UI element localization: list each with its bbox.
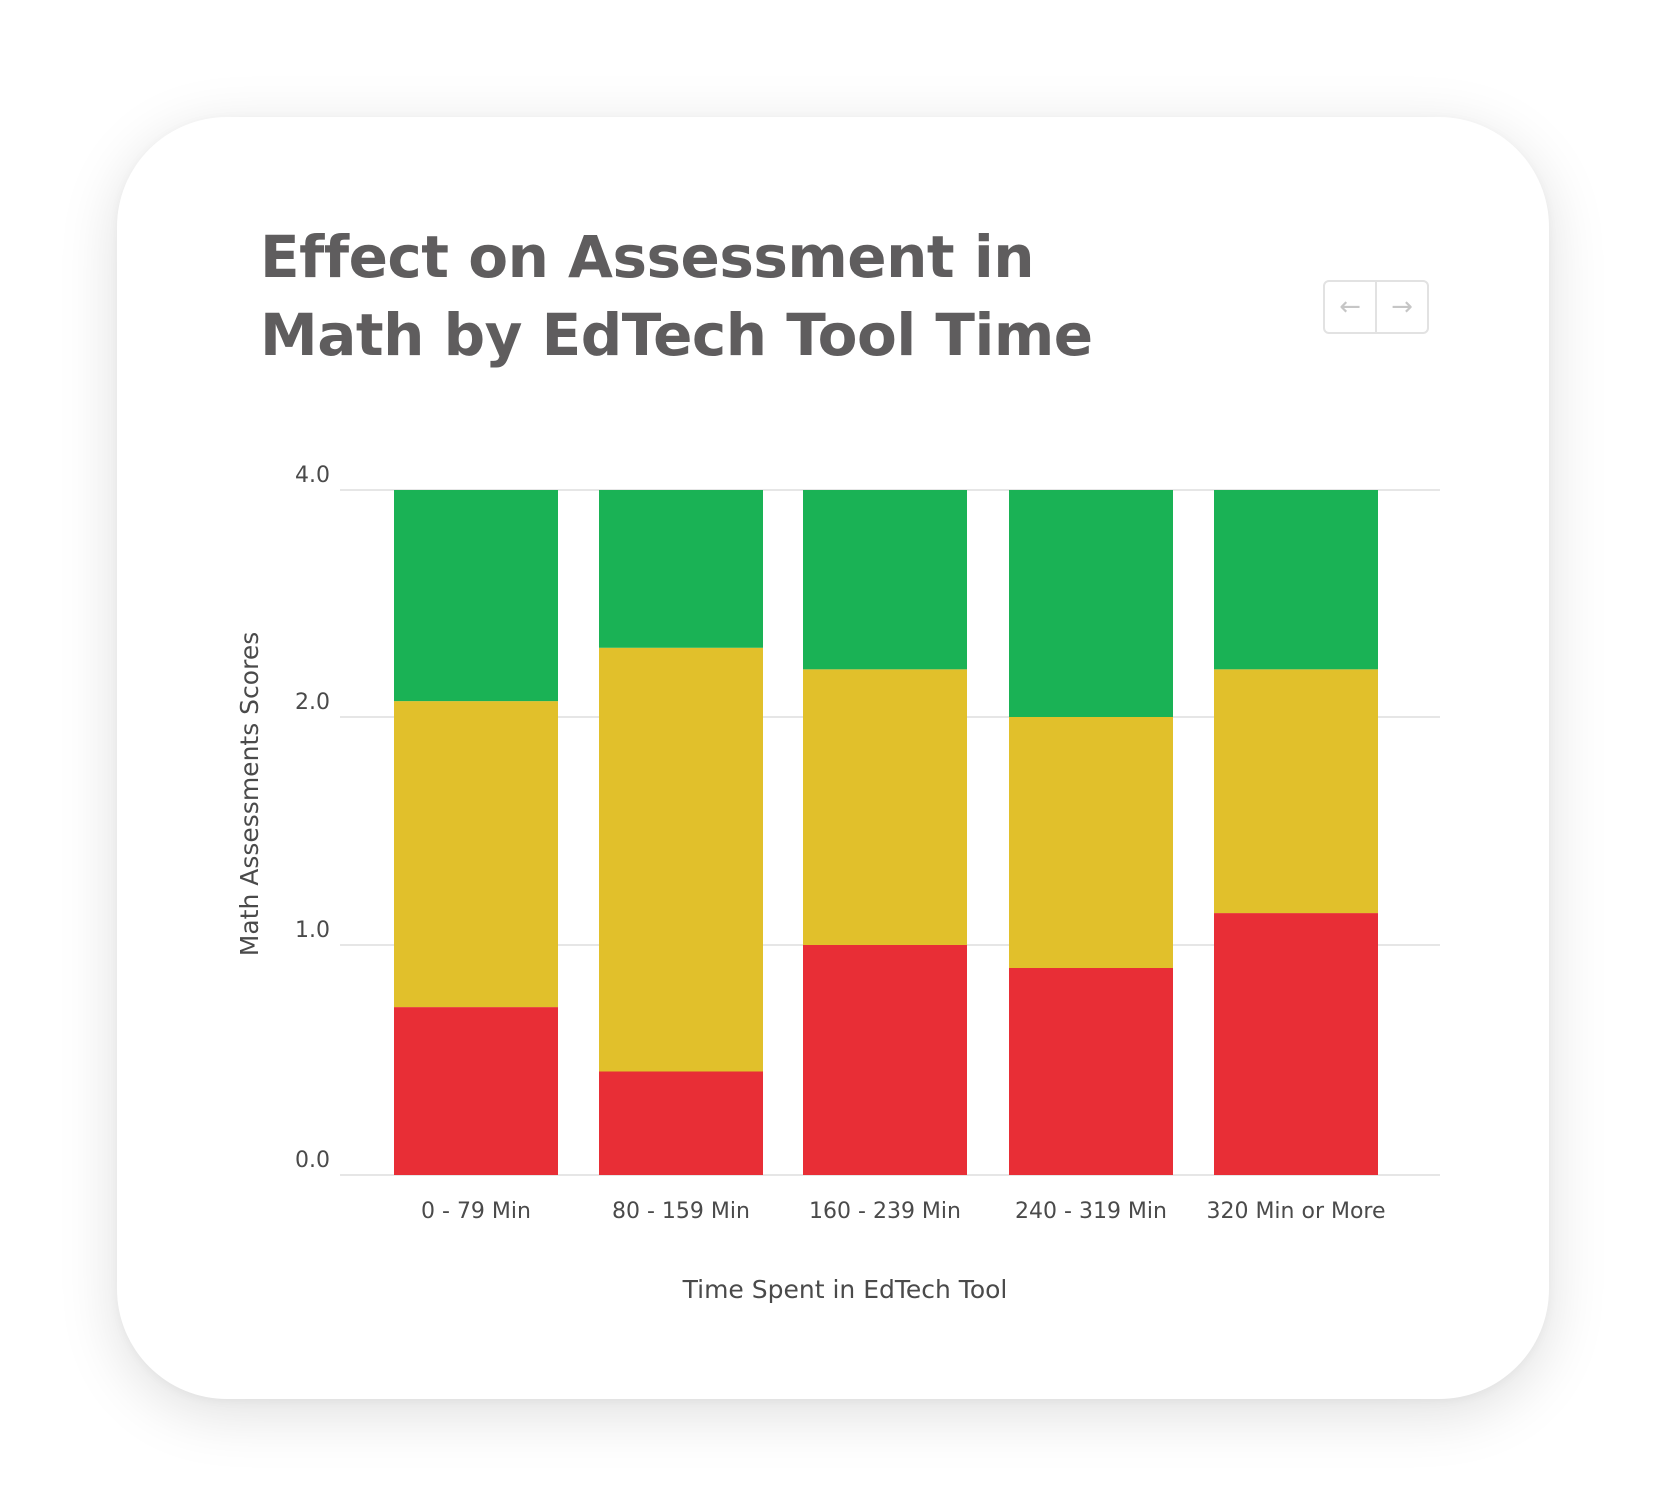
chart-title-line-1: Effect on Assessment in [260, 223, 1035, 291]
y-tick-labels: 0.0 1.0 2.0 4.0 [295, 463, 330, 1173]
bar-segment-green [394, 490, 558, 702]
chart-title: Effect on Assessment in Math by EdTech T… [260, 218, 1093, 374]
bar-segment-green [803, 490, 967, 670]
next-arrow-button[interactable]: → [1375, 282, 1427, 332]
bar-segment-yellow [803, 669, 967, 945]
chart-title-line-2: Math by EdTech Tool Time [260, 301, 1093, 369]
x-tick-label: 80 - 159 Min [612, 1199, 750, 1224]
bar-segment-red [1009, 968, 1173, 1175]
x-tick-label: 0 - 79 Min [421, 1199, 531, 1224]
bar-segment-red [803, 945, 967, 1175]
bar-segment-green [599, 490, 763, 648]
chart-nav: ← → [1323, 280, 1429, 334]
y-tick-label: 4.0 [295, 463, 330, 488]
bar-segment-yellow [1009, 717, 1173, 968]
y-tick-label: 0.0 [295, 1148, 330, 1173]
y-axis-title: Math Assessments Scores [235, 632, 264, 956]
x-tick-label: 240 - 319 Min [1015, 1199, 1167, 1224]
y-tick-label: 2.0 [295, 690, 330, 715]
bar-segment-green [1009, 490, 1173, 717]
bar-segment-yellow [394, 701, 558, 1008]
bar-segment-green [1214, 490, 1378, 670]
bar-segment-yellow [599, 647, 763, 1072]
x-axis-title: Time Spent in EdTech Tool [682, 1275, 1008, 1304]
x-tick-label: 320 Min or More [1206, 1199, 1385, 1224]
bars [394, 490, 1378, 1175]
bar-segment-yellow [1214, 669, 1378, 914]
x-tick-label: 160 - 239 Min [809, 1199, 961, 1224]
bar-segment-red [1214, 913, 1378, 1175]
bar-segment-red [599, 1071, 763, 1175]
arrow-right-icon: → [1391, 292, 1413, 322]
x-tick-labels: 0 - 79 Min 80 - 159 Min 160 - 239 Min 240 -… [421, 1199, 1386, 1224]
arrow-left-icon: ← [1339, 292, 1361, 322]
bar-segment-red [394, 1007, 558, 1175]
prev-arrow-button[interactable]: ← [1325, 282, 1375, 332]
y-tick-label: 1.0 [295, 918, 330, 943]
